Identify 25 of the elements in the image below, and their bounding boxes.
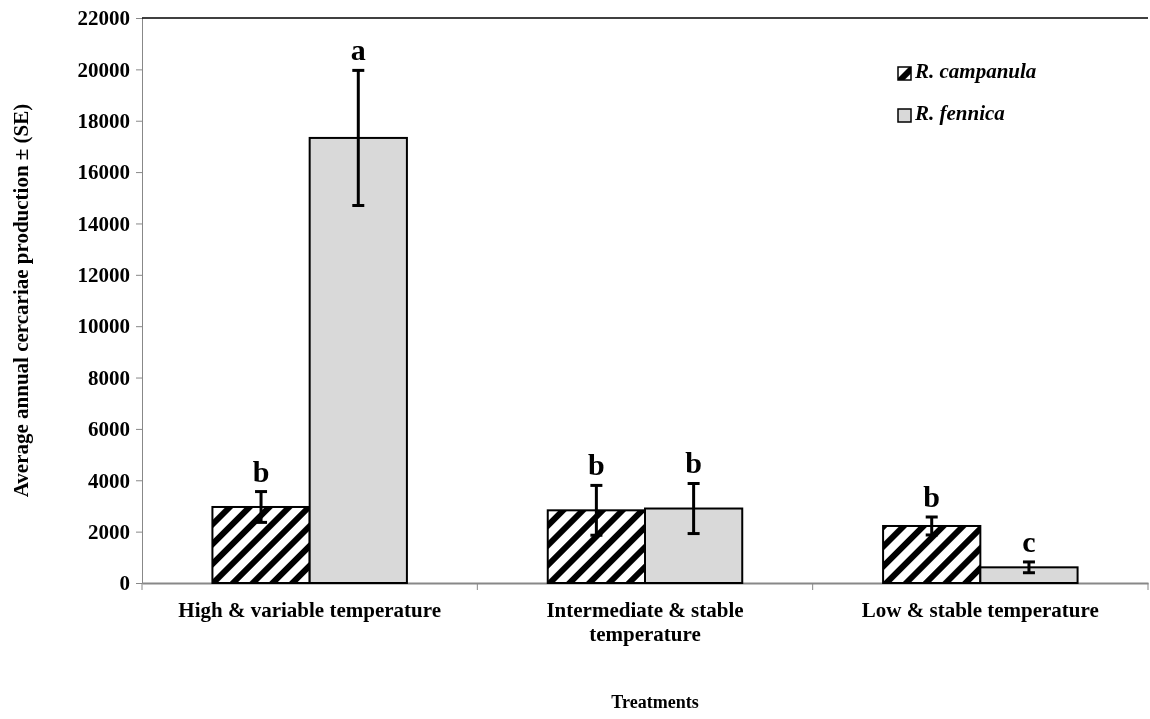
y-tick-label: 12000 (77, 263, 130, 288)
data-label: b (923, 480, 941, 513)
y-tick-label: 14000 (77, 211, 130, 236)
data-label: b (588, 448, 605, 482)
x-tick-label: Low & stable temperature (861, 598, 1099, 622)
y-tick-label: 22000 (77, 6, 130, 31)
x-axis-title: Treatments (611, 692, 699, 712)
y-tick-label: 20000 (77, 57, 130, 82)
y-tick-label: 18000 (77, 108, 130, 133)
data-label: c (1022, 524, 1036, 558)
y-tick-label: 16000 (77, 160, 130, 185)
y-axis-title: Average annual cercariae production ± (SE) (9, 103, 33, 498)
y-tick-label: 10000 (77, 314, 130, 339)
y-tick-label: 4000 (88, 468, 130, 493)
data-label: a (350, 33, 366, 67)
legend-label: R. fennica (914, 101, 1005, 125)
legend-label: R. campanula (914, 59, 1037, 83)
data-label: b (252, 454, 270, 488)
y-tick-label: 6000 (88, 417, 130, 442)
data-label: b (685, 446, 702, 480)
x-tick-label: High & variable temperature (178, 598, 441, 622)
y-tick-label: 0 (119, 571, 130, 596)
x-tick-label: Intermediate & stable temperature (546, 598, 744, 647)
y-tick-label: 2000 (88, 519, 130, 544)
y-tick-label: 8000 (88, 365, 130, 390)
